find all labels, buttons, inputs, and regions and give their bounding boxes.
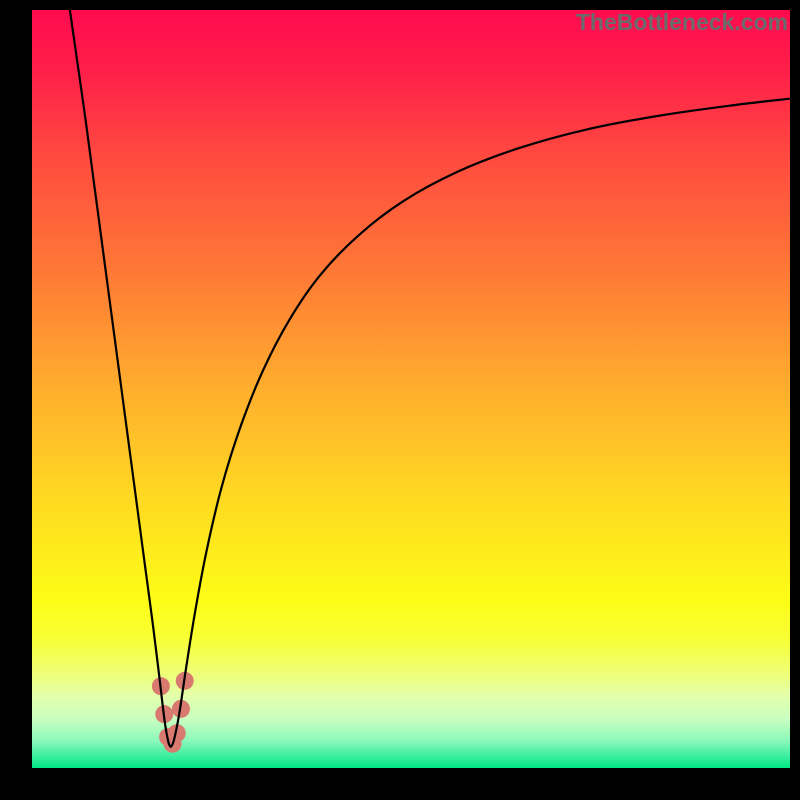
border-frame: [0, 0, 800, 800]
watermark-text: TheBottleneck.com: [576, 9, 788, 36]
chart-container: TheBottleneck.com: [0, 0, 800, 800]
